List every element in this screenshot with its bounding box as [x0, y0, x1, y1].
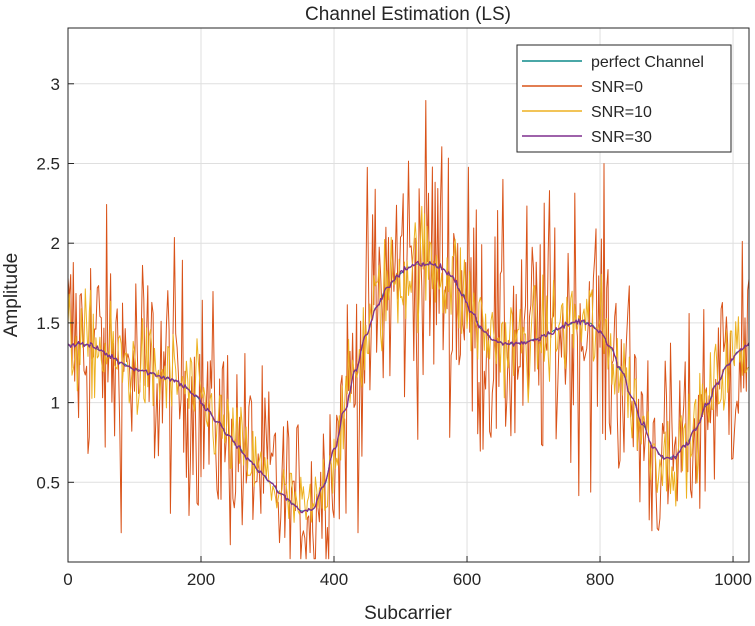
legend-label: SNR=0	[591, 79, 643, 96]
x-tick-label: 600	[453, 570, 481, 589]
x-axis-title: Subcarrier	[364, 603, 452, 624]
y-axis: 0.5 1 1.5 2 2.5 3	[36, 75, 74, 492]
y-tick-label: 3	[51, 75, 60, 94]
legend-label: perfect Channel	[591, 54, 704, 71]
y-tick-label: 1	[51, 394, 60, 413]
x-axis: 0 200 400 600 800 1000	[63, 556, 752, 589]
y-tick-label: 2.5	[36, 154, 60, 173]
x-tick-label: 0	[63, 570, 72, 589]
series-line-snr-30	[68, 260, 749, 514]
legend-box	[516, 44, 732, 153]
y-tick-label: 1.5	[36, 314, 60, 333]
x-tick-label: 800	[586, 570, 614, 589]
legend: perfect Channel SNR=0 SNR=10 SNR=30	[516, 44, 732, 153]
chart-title: Channel Estimation (LS)	[305, 4, 511, 25]
legend-label: SNR=10	[591, 104, 652, 121]
series-line-snr-0	[68, 100, 749, 560]
y-tick-label: 0.5	[36, 473, 60, 492]
x-tick-label: 1000	[714, 570, 752, 589]
y-tick-label: 2	[51, 234, 60, 253]
y-axis-title: Amplitude	[1, 253, 22, 338]
legend-label: SNR=30	[591, 129, 652, 146]
series-group	[68, 100, 749, 560]
x-tick-label: 200	[187, 570, 215, 589]
plot-frame	[67, 27, 750, 563]
x-tick-label: 400	[320, 570, 348, 589]
